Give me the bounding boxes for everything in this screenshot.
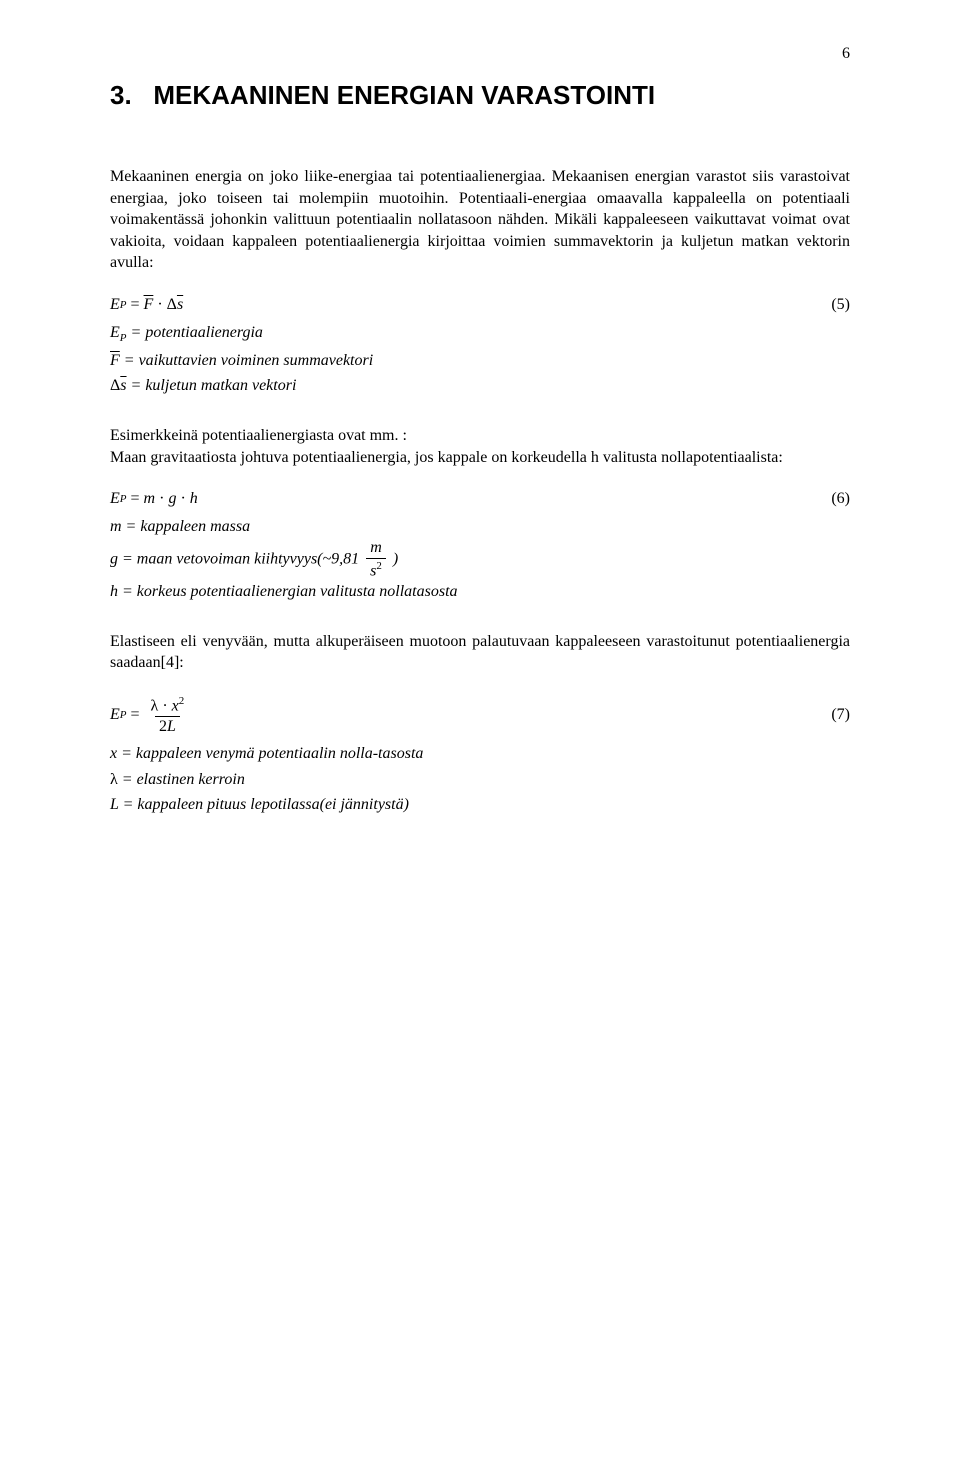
page-number: 6 bbox=[842, 45, 850, 63]
equation-5: EP = F · Δs (5) EP = potentiaalienergia … bbox=[110, 296, 850, 399]
equation-7: EP = λ · x2 2L (7) x = kappaleen venymä … bbox=[110, 696, 850, 818]
eq7-def-L: L = kappaleen pituus lepotilassa(ei jänn… bbox=[110, 792, 850, 818]
section-title-text: MEKAANINEN ENERGIAN VARASTOINTI bbox=[153, 80, 655, 110]
eq5-formula-row: EP = F · Δs (5) bbox=[110, 296, 850, 314]
eq7-def-x: x = kappaleen venymä potentiaalin nolla-… bbox=[110, 741, 850, 767]
equation-6: EP = m · g · h (6) m = kappaleen massa g… bbox=[110, 490, 850, 605]
eq5-def-Ep: EP = potentiaalienergia bbox=[110, 320, 850, 348]
page: 6 3. MEKAANINEN ENERGIAN VARASTOINTI Mek… bbox=[0, 0, 960, 1475]
eq7-formula: EP = λ · x2 2L bbox=[110, 696, 191, 735]
eq6-formula: EP = m · g · h bbox=[110, 490, 198, 508]
section-number: 3. bbox=[110, 80, 132, 110]
paragraph-3: Elastiseen eli venyvään, mutta alkuperäi… bbox=[110, 631, 850, 674]
eq5-def-F: F = vaikuttavien voiminen summavektori bbox=[110, 348, 850, 374]
section-title: 3. MEKAANINEN ENERGIAN VARASTOINTI bbox=[110, 80, 850, 111]
eq7-def-lambda: λ = elastinen kerroin bbox=[110, 767, 850, 793]
eq7-number: (7) bbox=[831, 706, 850, 724]
eq7-formula-row: EP = λ · x2 2L (7) bbox=[110, 696, 850, 735]
eq6-def-m: m = kappaleen massa bbox=[110, 514, 850, 540]
eq5-def-ds: Δs = kuljetun matkan vektori bbox=[110, 373, 850, 399]
paragraph-2a: Esimerkkeinä potentiaalienergiasta ovat … bbox=[110, 425, 850, 447]
eq6-def-g: g = maan vetovoiman kiihtyvyys(~9,81 ms2… bbox=[110, 540, 850, 579]
paragraph-2b: Maan gravitaatiosta johtuva potentiaalie… bbox=[110, 447, 850, 469]
eq6-def-h: h = korkeus potentiaalienergian valitust… bbox=[110, 579, 850, 605]
eq6-number: (6) bbox=[831, 490, 850, 508]
eq5-formula: EP = F · Δs bbox=[110, 296, 183, 314]
eq6-formula-row: EP = m · g · h (6) bbox=[110, 490, 850, 508]
paragraph-1: Mekaaninen energia on joko liike-energia… bbox=[110, 166, 850, 274]
eq5-number: (5) bbox=[831, 296, 850, 314]
